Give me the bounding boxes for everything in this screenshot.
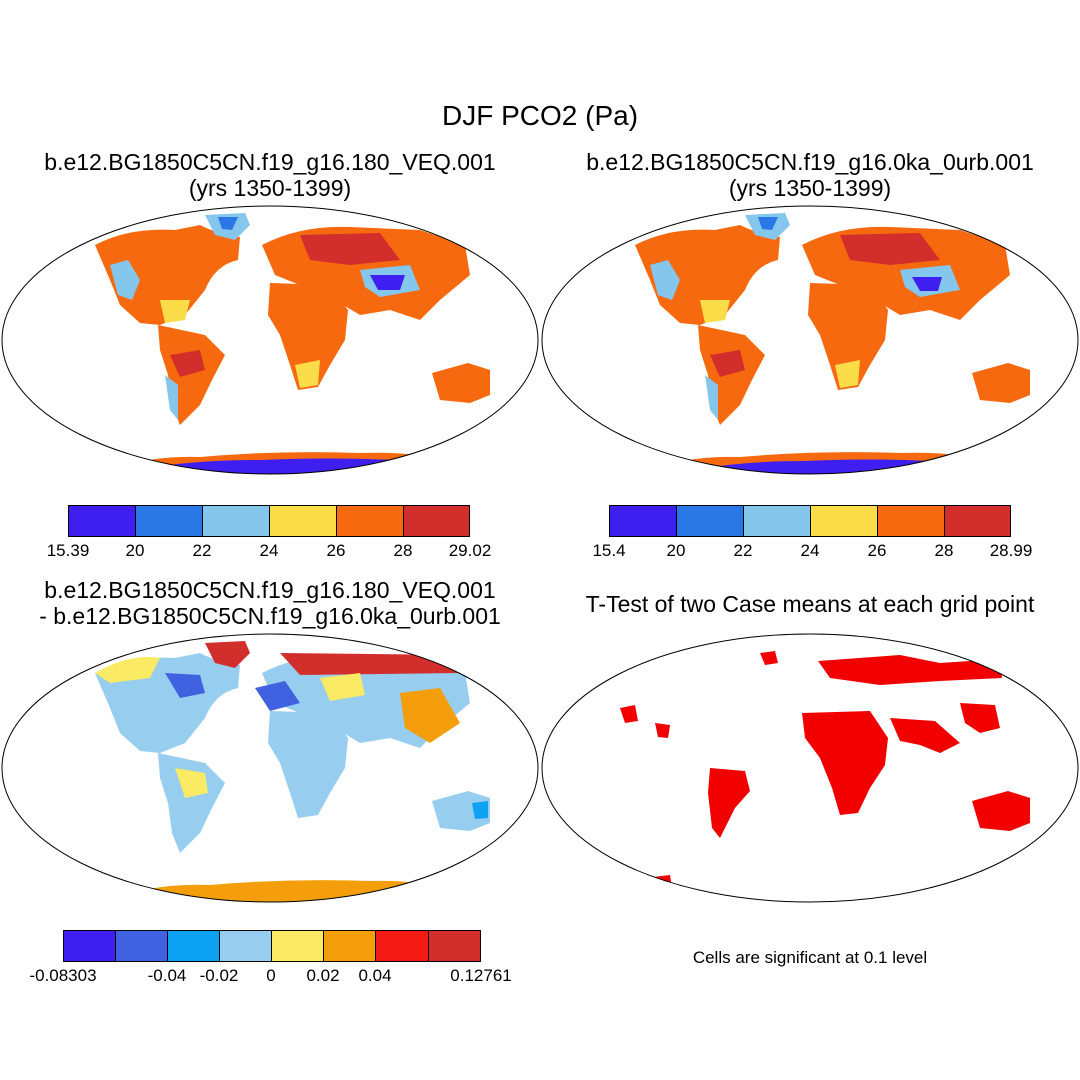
south-america (698, 325, 765, 425)
south-america (158, 753, 225, 853)
europe-asia (262, 226, 470, 320)
colorbar-2-label-0: 15.4 (592, 541, 626, 560)
colorbar-2-box-4 (877, 505, 945, 537)
greenland (205, 641, 250, 668)
colorbar-2-box-3 (810, 505, 878, 537)
panel-2-title-line2: (yrs 1350-1399) (728, 175, 892, 201)
colorbar-2-label-1: 20 (666, 541, 686, 560)
panel-3-title-line1: b.e12.BG1850C5CN.f19_g16.180_VEQ.001 (44, 577, 496, 603)
main-title: DJF PCO2 (Pa) (441, 100, 639, 131)
colorbar-3-label-6: 0.04 (358, 966, 392, 985)
africa (268, 711, 348, 818)
colorbar-1-box-1 (135, 505, 203, 537)
colorbar-2: 15.4 20 22 24 26 28 28.99 (592, 505, 1032, 565)
map-panel-3 (1, 633, 539, 903)
map-frame (541, 633, 1079, 903)
colorbar-3-box-0 (63, 930, 116, 962)
colorbar-3-label-0: -0.08303 (29, 966, 97, 985)
colorbar-2-box-2 (743, 505, 811, 537)
colorbar-3-label-2: -0.04 (147, 966, 187, 985)
colorbar-2-label-4: 26 (867, 541, 887, 560)
colorbar-3-label-5: 0.02 (306, 966, 340, 985)
map-panel-4 (541, 633, 1079, 903)
antarctica (100, 452, 450, 474)
australia (432, 791, 490, 831)
panel-1-title: b.e12.BG1850C5CN.f19_g16.180_VEQ.001 (yr… (20, 149, 520, 201)
africa (808, 283, 888, 390)
colorbar-1-label-1: 20 (125, 541, 145, 560)
panel-3-title: b.e12.BG1850C5CN.f19_g16.180_VEQ.001 - b… (20, 577, 520, 629)
colorbar-2-label-2: 22 (733, 541, 753, 560)
colorbar-1-box-2 (202, 505, 270, 537)
panel-2-title-line1: b.e12.BG1850C5CN.f19_g16.0ka_0urb.001 (586, 149, 1034, 175)
colorbar-3-box-7 (428, 930, 481, 962)
europe-asia (255, 653, 470, 748)
north-america (95, 653, 240, 753)
colorbar-2-label-3: 24 (800, 541, 820, 560)
north-america (95, 225, 240, 325)
colorbar-1-box-0 (68, 505, 136, 537)
colorbar-3: -0.08303 -0.04 -0.02 0 0.02 0.04 0.12761 (29, 930, 512, 990)
greenland (745, 213, 790, 240)
colorbar-1-label-5: 28 (393, 541, 413, 560)
panel-2-title: b.e12.BG1850C5CN.f19_g16.0ka_0urb.001 (y… (560, 149, 1060, 201)
panel-4-title: T-Test of two Case means at each grid po… (585, 591, 1035, 617)
colorbar-3-box-5 (323, 930, 376, 962)
australia (432, 363, 490, 403)
map-frame (541, 205, 1079, 475)
colorbar-3-box-3 (219, 930, 272, 962)
colorbar-3-label-4: 0 (266, 966, 276, 985)
map-panel-1 (1, 205, 539, 475)
colorbar-1-box-4 (336, 505, 404, 537)
panel-1-title-line1: b.e12.BG1850C5CN.f19_g16.180_VEQ.001 (44, 149, 496, 175)
colorbar-3-label-8: 0.12761 (450, 966, 512, 985)
map-frame (1, 633, 539, 903)
australia (972, 363, 1030, 403)
colorbar-3-box-6 (375, 930, 429, 962)
colorbar-1-label-2: 22 (192, 541, 212, 560)
europe-asia (802, 226, 1010, 320)
south-america (158, 325, 225, 425)
significance-note: Cells are significant at 0.1 level (692, 948, 928, 967)
panel-3-title-line2: - b.e12.BG1850C5CN.f19_g16.0ka_0urb.001 (39, 603, 501, 629)
colorbar-2-label-5: 28 (934, 541, 954, 560)
north-america (635, 225, 780, 325)
africa (268, 283, 348, 390)
colorbar-1-label-4: 26 (326, 541, 346, 560)
colorbar-2-label-6: 28.99 (989, 541, 1033, 560)
colorbar-2-box-1 (676, 505, 744, 537)
significance-cells (620, 651, 1030, 890)
colorbar-1: 15.39 20 22 24 26 28 29.02 (47, 505, 491, 565)
colorbar-1-box-3 (269, 505, 337, 537)
colorbar-1-label-0: 15.39 (46, 541, 90, 560)
colorbar-2-box-5 (944, 505, 1011, 537)
antarctica (640, 452, 990, 474)
colorbar-3-box-4 (271, 930, 324, 962)
panel-1-title-line2: (yrs 1350-1399) (188, 175, 352, 201)
map-frame (1, 205, 539, 475)
colorbar-3-box-1 (115, 930, 168, 962)
greenland (205, 213, 250, 240)
colorbar-3-label-3: -0.02 (199, 966, 239, 985)
colorbar-2-box-0 (609, 505, 677, 537)
colorbar-1-box-5 (403, 505, 470, 537)
colorbar-3-box-2 (167, 930, 220, 962)
colorbar-1-label-6: 29.02 (448, 541, 492, 560)
map-panel-2 (541, 205, 1079, 475)
colorbar-1-label-3: 24 (259, 541, 279, 560)
